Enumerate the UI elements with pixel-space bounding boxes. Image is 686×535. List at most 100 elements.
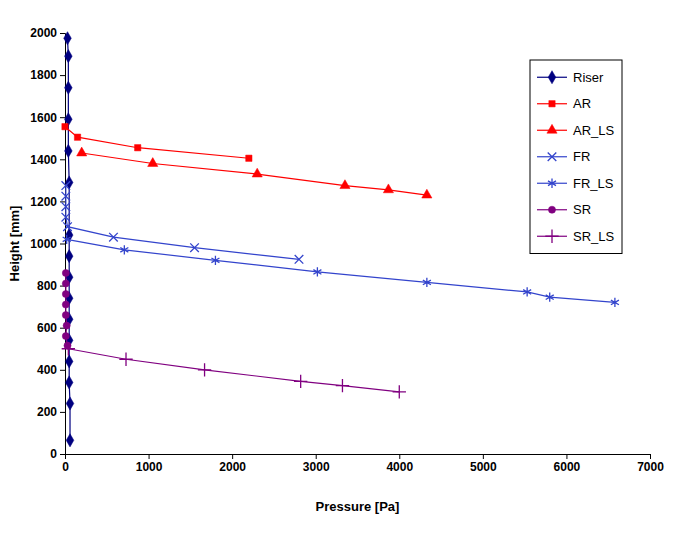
tick-label: 1200 xyxy=(30,195,57,209)
marker xyxy=(65,376,73,389)
marker xyxy=(313,267,321,276)
tick-label: 6000 xyxy=(554,460,581,474)
tick-mark xyxy=(650,454,651,459)
y-axis: 0200400600800100012001400160018002000 xyxy=(30,26,65,461)
chart: 0100020003000400050006000700002004006008… xyxy=(0,0,686,535)
legend-entry: FR_LS xyxy=(537,176,614,191)
tick-label: 600 xyxy=(37,321,57,335)
legend-marker xyxy=(549,101,555,107)
marker xyxy=(190,243,199,252)
marker xyxy=(294,375,307,388)
series xyxy=(62,181,304,263)
marker xyxy=(383,184,393,193)
tick-label: 1400 xyxy=(30,153,57,167)
tick-mark xyxy=(60,75,65,76)
y-tick: 600 xyxy=(37,321,65,335)
tick-mark xyxy=(60,33,65,34)
marker xyxy=(198,363,211,376)
series-line xyxy=(66,186,299,260)
marker xyxy=(66,434,74,447)
tick-label: 5000 xyxy=(470,460,497,474)
tick-label: 3000 xyxy=(303,460,330,474)
x-tick: 5000 xyxy=(470,454,497,474)
marker xyxy=(393,385,406,398)
legend-label: AR_LS xyxy=(573,123,615,138)
y-tick: 400 xyxy=(37,363,65,377)
marker xyxy=(64,32,72,45)
x-axis-line xyxy=(66,455,651,460)
marker xyxy=(62,312,69,319)
series-line xyxy=(82,153,427,195)
x-tick: 4000 xyxy=(386,454,413,474)
marker xyxy=(62,301,69,308)
tick-label: 4000 xyxy=(386,460,413,474)
x-tick: 2000 xyxy=(219,454,246,474)
tick-mark xyxy=(60,370,65,371)
series-line xyxy=(68,349,399,392)
tick-label: 1000 xyxy=(30,237,57,251)
x-tick: 1000 xyxy=(136,454,163,474)
marker xyxy=(148,158,158,167)
legend-entry: SR xyxy=(537,202,591,217)
marker xyxy=(611,298,619,307)
tick-label: 2000 xyxy=(219,460,246,474)
tick-mark xyxy=(60,412,65,413)
marker xyxy=(62,181,71,190)
legend-marker xyxy=(547,124,557,133)
marker xyxy=(62,333,69,340)
marker xyxy=(62,192,71,201)
y-tick: 800 xyxy=(37,279,65,293)
marker xyxy=(62,202,71,211)
legend-entry: AR xyxy=(537,96,591,111)
marker xyxy=(63,322,70,329)
x-axis-title: Pressure [Pa] xyxy=(316,499,400,514)
marker xyxy=(62,342,75,355)
y-axis-line xyxy=(60,34,66,455)
marker xyxy=(336,379,349,392)
marker xyxy=(546,293,554,302)
legend-label: SR_LS xyxy=(573,229,615,244)
legend-label: SR xyxy=(573,202,591,217)
tick-mark xyxy=(60,159,65,160)
marker xyxy=(65,250,73,263)
marker xyxy=(77,147,87,156)
legend: RiserARAR_LSFRFR_LSSRSR_LS xyxy=(530,60,622,254)
marker xyxy=(65,81,73,94)
marker xyxy=(211,256,219,265)
tick-label: 7000 xyxy=(637,460,664,474)
tick-label: 1800 xyxy=(30,68,57,82)
y-axis-title: Height [mm] xyxy=(7,206,22,282)
x-axis: 0 1000 2000 3000 4000 5000 6000 7000 xyxy=(62,454,664,474)
legend-entry: AR_LS xyxy=(537,123,615,138)
legend-label: AR xyxy=(573,96,591,111)
y-tick: 1200 xyxy=(30,195,65,209)
series xyxy=(62,124,252,162)
tick-mark xyxy=(60,201,65,202)
y-tick: 0 xyxy=(50,447,65,461)
legend-label: Riser xyxy=(573,70,604,85)
series xyxy=(62,269,71,349)
tick-label: 1000 xyxy=(136,460,163,474)
marker xyxy=(422,189,432,198)
marker xyxy=(65,50,73,63)
tick-label: 0 xyxy=(50,447,57,461)
y-tick: 2000 xyxy=(30,26,65,40)
tick-mark xyxy=(60,454,65,455)
tick-mark xyxy=(316,454,317,459)
series-line xyxy=(65,127,249,159)
marker xyxy=(252,168,262,177)
marker xyxy=(62,290,69,297)
tick-label: 400 xyxy=(37,363,57,377)
tick-mark xyxy=(149,454,150,459)
marker xyxy=(119,353,132,366)
legend-marker xyxy=(548,206,555,213)
marker xyxy=(62,280,69,287)
tick-mark xyxy=(566,454,567,459)
legend-marker xyxy=(548,71,556,84)
legend-entry: SR_LS xyxy=(537,229,615,244)
tick-label: 2000 xyxy=(30,26,57,40)
legend-label: FR_LS xyxy=(573,176,614,191)
x-tick: 0 xyxy=(62,454,69,474)
tick-label: 1600 xyxy=(30,111,57,125)
tick-mark xyxy=(60,117,65,118)
